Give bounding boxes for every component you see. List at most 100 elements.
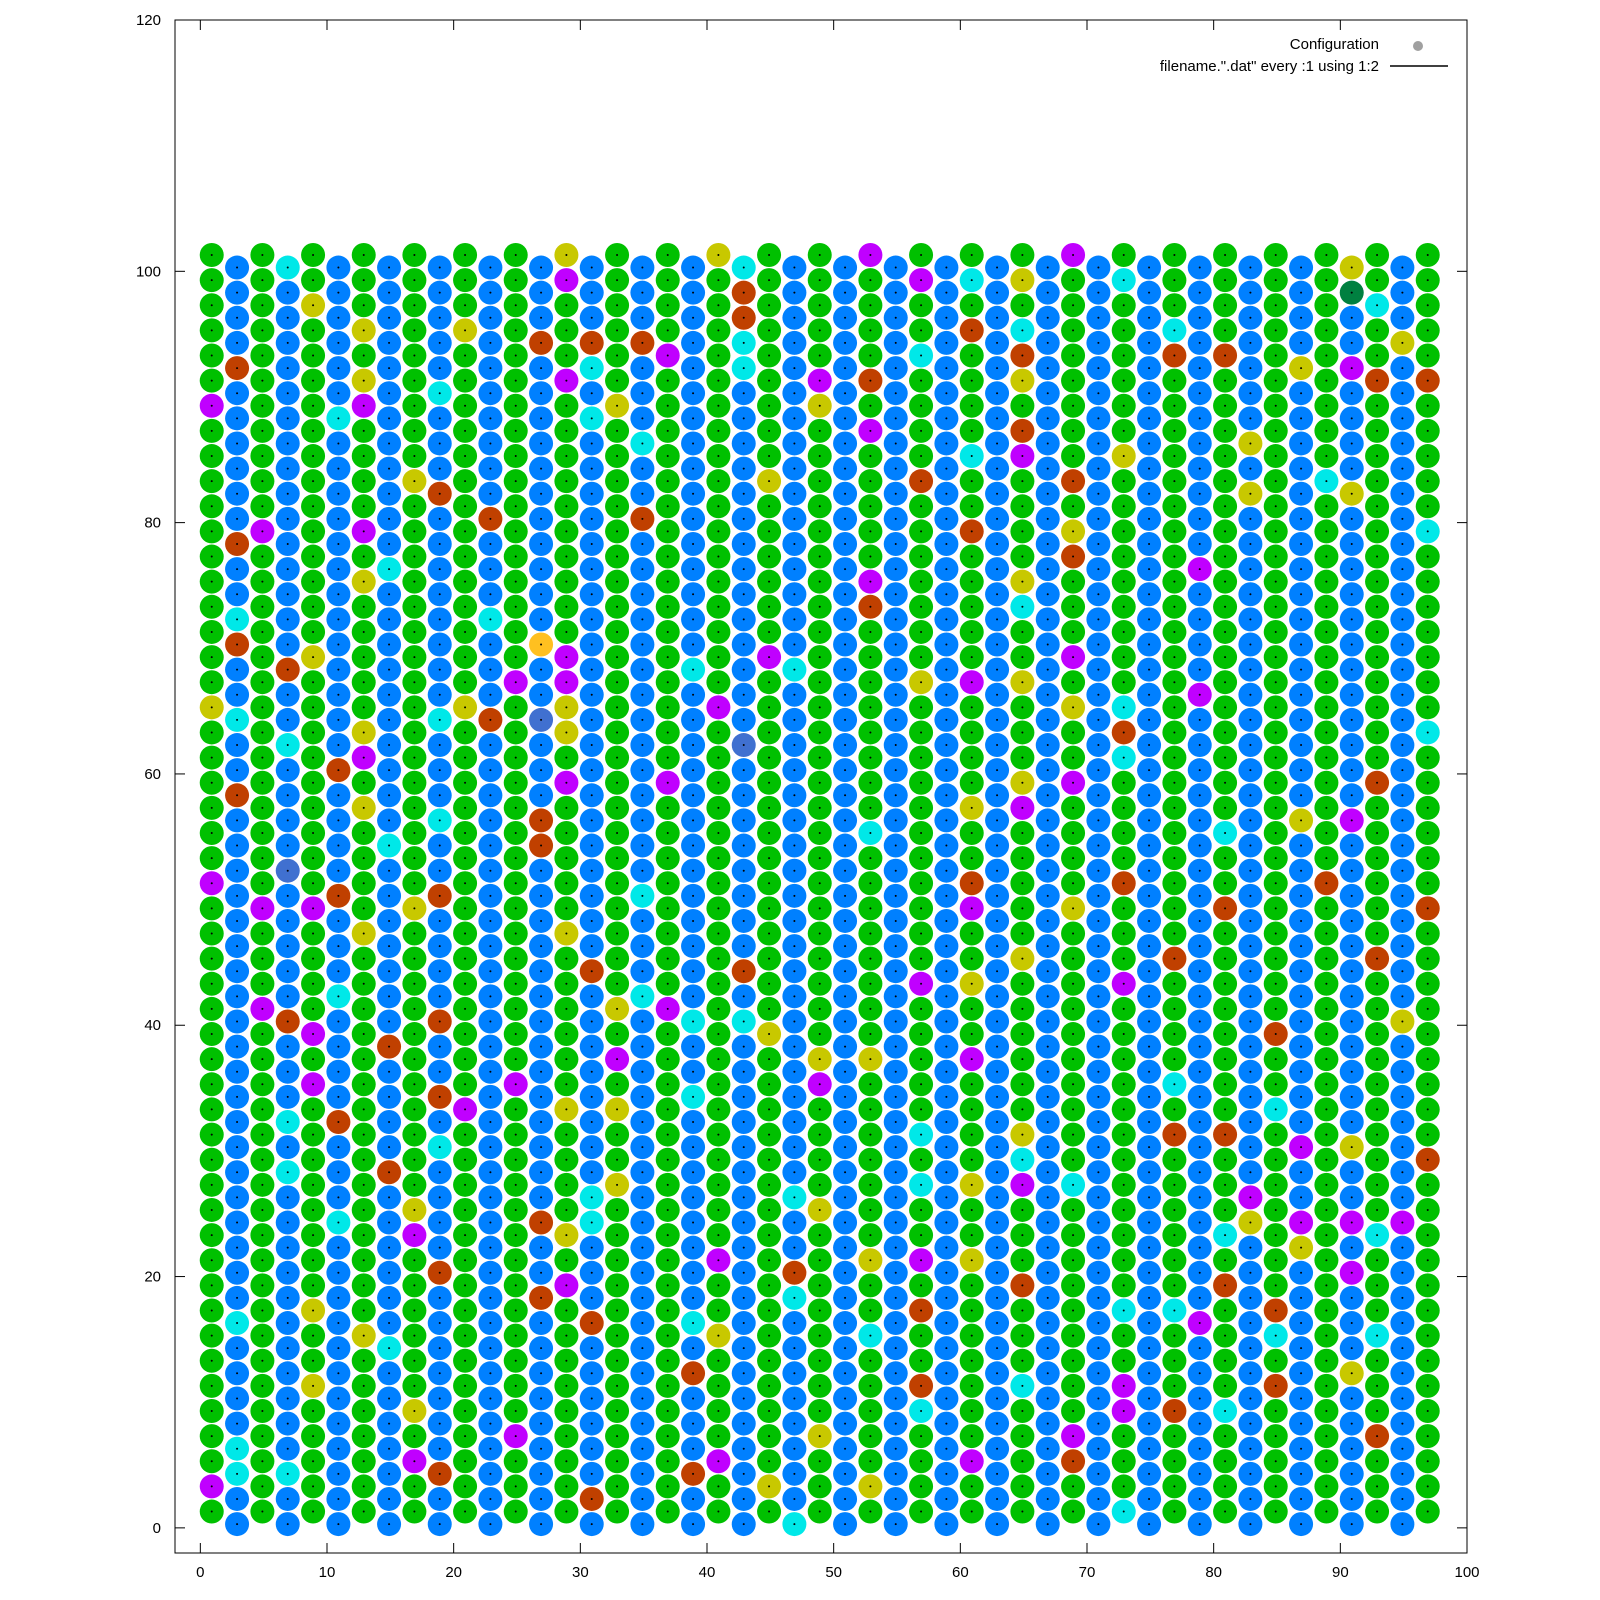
data-point-center [362,932,365,935]
data-point-center [1376,404,1379,407]
data-point-center [337,1497,340,1500]
data-point-center [1046,668,1049,671]
data-point-center [489,266,492,269]
data-point-center [1300,1422,1303,1425]
data-point-center [1426,505,1429,508]
data-point-center [945,1171,948,1174]
data-point-center [1274,555,1277,558]
data-point-center [413,505,416,508]
data-point-center [1274,253,1277,256]
data-point-center [540,1045,543,1048]
data-point-center [210,630,213,633]
data-point-center [1249,266,1252,269]
data-point-center [920,1485,923,1488]
data-point-center [1198,769,1201,772]
data-point-center [970,1058,973,1061]
data-point-center [565,1058,568,1061]
data-point-center [768,530,771,533]
data-point-center [540,869,543,872]
data-point-center [894,1070,897,1073]
data-point-center [920,781,923,784]
data-point-center [920,681,923,684]
data-point-center [540,1271,543,1274]
data-point-center [565,580,568,583]
data-point-center [666,1510,669,1513]
data-point-center [261,1158,264,1161]
data-point-center [768,1460,771,1463]
data-point-center [742,919,745,922]
data-point-center [210,932,213,935]
data-point-center [1401,643,1404,646]
data-point-center [1350,744,1353,747]
data-point-center [388,392,391,395]
data-point-center [1325,605,1328,608]
data-point-center [286,1196,289,1199]
data-point-center [236,1422,239,1425]
data-point-center [1376,1007,1379,1010]
data-point-center [286,1221,289,1224]
data-point-center [1046,919,1049,922]
data-point-center [616,1309,619,1312]
data-point-center [413,857,416,860]
data-point-center [1376,957,1379,960]
data-point-center [210,555,213,558]
data-point-center [565,1435,568,1438]
data-point-center [717,630,720,633]
data-point-center [210,253,213,256]
data-point-center [464,1058,467,1061]
data-point-center [312,1259,315,1262]
data-point-center [388,1296,391,1299]
data-point-center [464,530,467,533]
data-point-center [1300,794,1303,797]
data-point-center [970,429,973,432]
data-point-center [793,1221,796,1224]
data-point-center [464,1460,467,1463]
data-point-center [970,1384,973,1387]
data-point-center [540,1171,543,1174]
data-point-center [362,279,365,282]
data-point-center [768,957,771,960]
data-point-center [413,907,416,910]
data-point-center [362,756,365,759]
data-point-center [1300,1171,1303,1174]
data-point-center [1426,605,1429,608]
data-point-center [286,1497,289,1500]
data-point-center [590,844,593,847]
data-point-center [388,945,391,948]
data-point-center [337,618,340,621]
data-point-center [1173,354,1176,357]
data-point-center [1072,404,1075,407]
data-point-center [489,1397,492,1400]
data-point-center [590,1523,593,1526]
data-point-center [312,756,315,759]
data-point-center [413,1510,416,1513]
data-point-center [1325,1284,1328,1287]
data-point-center [869,1083,872,1086]
data-point-center [996,542,999,545]
data-point-center [996,492,999,495]
data-point-center [1350,1070,1353,1073]
data-point-center [590,643,593,646]
data-point-center [261,605,264,608]
data-point-center [793,744,796,747]
data-point-center [920,806,923,809]
data-point-center [286,995,289,998]
data-point-center [261,681,264,684]
data-point-center [590,769,593,772]
data-point-center [666,781,669,784]
data-point-center [1376,304,1379,307]
data-point-center [1426,530,1429,533]
data-point-center [1046,291,1049,294]
data-point-center [666,1108,669,1111]
data-point-center [261,982,264,985]
data-point-center [210,806,213,809]
data-point-center [1325,354,1328,357]
data-point-center [514,681,517,684]
data-point-center [768,429,771,432]
data-point-center [1426,1485,1429,1488]
data-point-center [641,718,644,721]
data-point-center [945,593,948,596]
data-point-center [286,1322,289,1325]
data-point-center [1426,1133,1429,1136]
data-point-center [1198,1070,1201,1073]
